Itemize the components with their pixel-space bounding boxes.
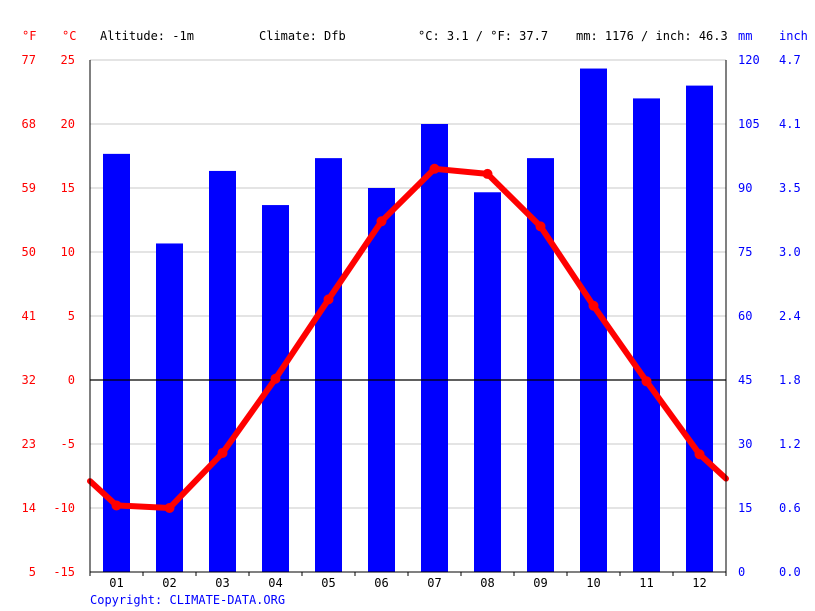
month-tick-label: 05 [321,576,335,590]
fahrenheit-tick-label: 59 [22,181,36,195]
month-tick-label: 09 [533,576,547,590]
inch-tick-label: 4.7 [779,53,801,67]
month-tick-label: 11 [639,576,653,590]
celsius-tick-label: 0 [68,373,75,387]
temperature-point [429,163,440,174]
celsius-tick-label: 15 [61,181,75,195]
fahrenheit-tick-label: 50 [22,245,36,259]
climate-label: Climate: Dfb [259,29,346,43]
mm-tick-label: 90 [738,181,752,195]
celsius-tick-label: 25 [61,53,75,67]
inch-tick-label: 1.8 [779,373,801,387]
precipitation-bar [315,158,342,572]
inch-tick-label: 3.0 [779,245,801,259]
fahrenheit-tick-label: 14 [22,501,36,515]
temperature-point [111,500,122,511]
celsius-unit-label: °C [62,29,76,43]
fahrenheit-tick-label: 77 [22,53,36,67]
temperature-point [588,300,599,311]
precipitation-bar [156,243,183,572]
celsius-tick-label: 10 [61,245,75,259]
month-tick-label: 12 [692,576,706,590]
month-tick-label: 07 [427,576,441,590]
mm-tick-label: 60 [738,309,752,323]
fahrenheit-unit-label: °F [22,29,36,43]
inch-tick-label: 0.0 [779,565,801,579]
fahrenheit-tick-label: 32 [22,373,36,387]
temperature-point [323,294,334,305]
mm-tick-label: 0 [738,565,745,579]
month-tick-label: 03 [215,576,229,590]
mm-tick-label: 30 [738,437,752,451]
mm-unit-label: mm [738,29,752,43]
celsius-tick-label: -10 [53,501,75,515]
temperature-line-path [87,165,729,511]
temperature-point [535,221,546,232]
precipitation-bar [474,192,501,572]
altitude-label: Altitude: -1m [100,29,194,43]
precipitation-bar [686,85,713,572]
temperature-point [376,216,387,227]
month-tick-label: 04 [268,576,282,590]
temperature-point [270,373,281,384]
mm-tick-label: 120 [738,53,760,67]
average-temperature-label: °C: 3.1 / °F: 37.7 [418,29,548,43]
precipitation-bars [103,68,713,573]
celsius-tick-label: -5 [61,437,75,451]
total-precipitation-label: mm: 1176 / inch: 46.3 [576,29,728,43]
temperature-point [641,376,652,387]
inch-unit-label: inch [779,29,808,43]
inch-tick-label: 3.5 [779,181,801,195]
inch-tick-label: 2.4 [779,309,801,323]
fahrenheit-tick-label: 68 [22,117,36,131]
mm-tick-label: 75 [738,245,752,259]
grid-layer [90,59,726,509]
month-tick-label: 08 [480,576,494,590]
celsius-tick-label: 5 [68,309,75,323]
copyright-text: Copyright: CLIMATE-DATA.ORG [90,593,285,607]
month-tick-label: 10 [586,576,600,590]
temperature-point [482,168,493,179]
precipitation-bar [421,124,448,572]
month-tick-label: 01 [109,576,123,590]
month-tick-label: 06 [374,576,388,590]
mm-tick-label: 105 [738,117,760,131]
fahrenheit-tick-label: 23 [22,437,36,451]
inch-tick-label: 0.6 [779,501,801,515]
celsius-tick-label: 20 [61,117,75,131]
fahrenheit-tick-label: 41 [22,309,36,323]
inch-tick-label: 1.2 [779,437,801,451]
fahrenheit-tick-label: 5 [29,565,36,579]
inch-tick-label: 4.1 [779,117,801,131]
month-tick-label: 02 [162,576,176,590]
temperature-point [694,449,705,460]
precipitation-bar [633,98,660,573]
mm-tick-label: 45 [738,373,752,387]
mm-tick-label: 15 [738,501,752,515]
temperature-point [164,503,175,513]
celsius-tick-label: -15 [53,565,75,579]
precipitation-bar [209,170,236,572]
temperature-line [87,163,729,513]
temperature-point [217,447,228,458]
